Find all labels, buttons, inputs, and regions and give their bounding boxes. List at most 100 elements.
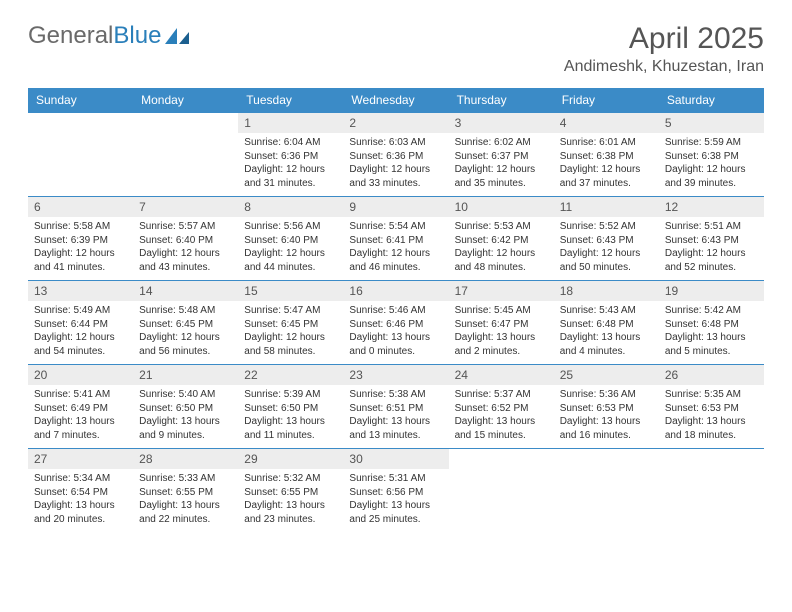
day-number: 16 — [343, 281, 448, 301]
day-content: Sunrise: 5:47 AMSunset: 6:45 PMDaylight:… — [238, 301, 343, 364]
weekday-header: Wednesday — [343, 88, 448, 113]
day-content: Sunrise: 5:37 AMSunset: 6:52 PMDaylight:… — [449, 385, 554, 448]
calendar-cell: 22Sunrise: 5:39 AMSunset: 6:50 PMDayligh… — [238, 365, 343, 449]
calendar-cell: 20Sunrise: 5:41 AMSunset: 6:49 PMDayligh… — [28, 365, 133, 449]
day-content: Sunrise: 6:02 AMSunset: 6:37 PMDaylight:… — [449, 133, 554, 196]
weekday-header: Saturday — [659, 88, 764, 113]
day-number: 17 — [449, 281, 554, 301]
day-content: Sunrise: 5:56 AMSunset: 6:40 PMDaylight:… — [238, 217, 343, 280]
calendar-cell: 9Sunrise: 5:54 AMSunset: 6:41 PMDaylight… — [343, 197, 448, 281]
calendar-week-row: 20Sunrise: 5:41 AMSunset: 6:49 PMDayligh… — [28, 365, 764, 449]
calendar-cell: 28Sunrise: 5:33 AMSunset: 6:55 PMDayligh… — [133, 449, 238, 533]
calendar-cell: 6Sunrise: 5:58 AMSunset: 6:39 PMDaylight… — [28, 197, 133, 281]
day-number: 4 — [554, 113, 659, 133]
weekday-header: Tuesday — [238, 88, 343, 113]
day-content: Sunrise: 5:42 AMSunset: 6:48 PMDaylight:… — [659, 301, 764, 364]
day-content: Sunrise: 5:35 AMSunset: 6:53 PMDaylight:… — [659, 385, 764, 448]
calendar-week-row: 1Sunrise: 6:04 AMSunset: 6:36 PMDaylight… — [28, 113, 764, 197]
calendar-table: SundayMondayTuesdayWednesdayThursdayFrid… — [28, 88, 764, 533]
day-number: 25 — [554, 365, 659, 385]
calendar-cell: 21Sunrise: 5:40 AMSunset: 6:50 PMDayligh… — [133, 365, 238, 449]
day-number: 26 — [659, 365, 764, 385]
calendar-cell — [133, 113, 238, 197]
day-number: 30 — [343, 449, 448, 469]
calendar-cell: 4Sunrise: 6:01 AMSunset: 6:38 PMDaylight… — [554, 113, 659, 197]
day-number: 1 — [238, 113, 343, 133]
calendar-cell: 1Sunrise: 6:04 AMSunset: 6:36 PMDaylight… — [238, 113, 343, 197]
day-content: Sunrise: 5:45 AMSunset: 6:47 PMDaylight:… — [449, 301, 554, 364]
logo: GeneralBlue — [28, 22, 191, 50]
calendar-cell: 23Sunrise: 5:38 AMSunset: 6:51 PMDayligh… — [343, 365, 448, 449]
day-content: Sunrise: 5:33 AMSunset: 6:55 PMDaylight:… — [133, 469, 238, 532]
calendar-week-row: 27Sunrise: 5:34 AMSunset: 6:54 PMDayligh… — [28, 449, 764, 533]
calendar-week-row: 13Sunrise: 5:49 AMSunset: 6:44 PMDayligh… — [28, 281, 764, 365]
calendar-cell: 16Sunrise: 5:46 AMSunset: 6:46 PMDayligh… — [343, 281, 448, 365]
day-content: Sunrise: 5:34 AMSunset: 6:54 PMDaylight:… — [28, 469, 133, 532]
day-content: Sunrise: 5:58 AMSunset: 6:39 PMDaylight:… — [28, 217, 133, 280]
day-number: 29 — [238, 449, 343, 469]
weekday-header: Thursday — [449, 88, 554, 113]
day-number: 22 — [238, 365, 343, 385]
day-content: Sunrise: 5:48 AMSunset: 6:45 PMDaylight:… — [133, 301, 238, 364]
title-block: April 2025 Andimeshk, Khuzestan, Iran — [564, 22, 764, 76]
day-number: 19 — [659, 281, 764, 301]
day-number: 10 — [449, 197, 554, 217]
day-number: 14 — [133, 281, 238, 301]
month-title: April 2025 — [564, 22, 764, 56]
day-content: Sunrise: 5:54 AMSunset: 6:41 PMDaylight:… — [343, 217, 448, 280]
calendar-cell — [554, 449, 659, 533]
calendar-body: 1Sunrise: 6:04 AMSunset: 6:36 PMDaylight… — [28, 113, 764, 533]
calendar-cell — [659, 449, 764, 533]
calendar-cell: 18Sunrise: 5:43 AMSunset: 6:48 PMDayligh… — [554, 281, 659, 365]
logo-word1: General — [28, 22, 113, 49]
day-number: 18 — [554, 281, 659, 301]
logo-text: GeneralBlue — [28, 22, 161, 50]
day-number: 6 — [28, 197, 133, 217]
day-content: Sunrise: 5:46 AMSunset: 6:46 PMDaylight:… — [343, 301, 448, 364]
calendar-cell: 25Sunrise: 5:36 AMSunset: 6:53 PMDayligh… — [554, 365, 659, 449]
calendar-cell: 11Sunrise: 5:52 AMSunset: 6:43 PMDayligh… — [554, 197, 659, 281]
day-content: Sunrise: 5:36 AMSunset: 6:53 PMDaylight:… — [554, 385, 659, 448]
day-content: Sunrise: 5:40 AMSunset: 6:50 PMDaylight:… — [133, 385, 238, 448]
day-content: Sunrise: 5:51 AMSunset: 6:43 PMDaylight:… — [659, 217, 764, 280]
day-number: 5 — [659, 113, 764, 133]
day-number: 24 — [449, 365, 554, 385]
logo-word2: Blue — [113, 22, 161, 49]
day-content: Sunrise: 5:52 AMSunset: 6:43 PMDaylight:… — [554, 217, 659, 280]
day-content: Sunrise: 6:04 AMSunset: 6:36 PMDaylight:… — [238, 133, 343, 196]
day-number: 7 — [133, 197, 238, 217]
calendar-cell: 19Sunrise: 5:42 AMSunset: 6:48 PMDayligh… — [659, 281, 764, 365]
day-number: 21 — [133, 365, 238, 385]
day-number: 3 — [449, 113, 554, 133]
calendar-cell: 14Sunrise: 5:48 AMSunset: 6:45 PMDayligh… — [133, 281, 238, 365]
day-content: Sunrise: 5:43 AMSunset: 6:48 PMDaylight:… — [554, 301, 659, 364]
calendar-cell: 13Sunrise: 5:49 AMSunset: 6:44 PMDayligh… — [28, 281, 133, 365]
calendar-cell: 8Sunrise: 5:56 AMSunset: 6:40 PMDaylight… — [238, 197, 343, 281]
location: Andimeshk, Khuzestan, Iran — [564, 58, 764, 76]
day-number: 27 — [28, 449, 133, 469]
day-number: 11 — [554, 197, 659, 217]
day-number: 9 — [343, 197, 448, 217]
weekday-header: Friday — [554, 88, 659, 113]
day-number: 13 — [28, 281, 133, 301]
day-number: 20 — [28, 365, 133, 385]
calendar-cell — [449, 449, 554, 533]
day-content: Sunrise: 5:32 AMSunset: 6:55 PMDaylight:… — [238, 469, 343, 532]
calendar-cell: 12Sunrise: 5:51 AMSunset: 6:43 PMDayligh… — [659, 197, 764, 281]
calendar-cell: 30Sunrise: 5:31 AMSunset: 6:56 PMDayligh… — [343, 449, 448, 533]
calendar-cell: 5Sunrise: 5:59 AMSunset: 6:38 PMDaylight… — [659, 113, 764, 197]
day-content: Sunrise: 5:59 AMSunset: 6:38 PMDaylight:… — [659, 133, 764, 196]
calendar-cell — [28, 113, 133, 197]
day-number: 8 — [238, 197, 343, 217]
calendar-header-row: SundayMondayTuesdayWednesdayThursdayFrid… — [28, 88, 764, 113]
weekday-header: Monday — [133, 88, 238, 113]
day-content: Sunrise: 5:57 AMSunset: 6:40 PMDaylight:… — [133, 217, 238, 280]
day-content: Sunrise: 6:01 AMSunset: 6:38 PMDaylight:… — [554, 133, 659, 196]
calendar-cell: 24Sunrise: 5:37 AMSunset: 6:52 PMDayligh… — [449, 365, 554, 449]
calendar-cell: 2Sunrise: 6:03 AMSunset: 6:36 PMDaylight… — [343, 113, 448, 197]
day-content: Sunrise: 5:39 AMSunset: 6:50 PMDaylight:… — [238, 385, 343, 448]
day-content: Sunrise: 5:38 AMSunset: 6:51 PMDaylight:… — [343, 385, 448, 448]
calendar-cell: 26Sunrise: 5:35 AMSunset: 6:53 PMDayligh… — [659, 365, 764, 449]
day-number: 12 — [659, 197, 764, 217]
header: GeneralBlue April 2025 Andimeshk, Khuzes… — [28, 22, 764, 76]
